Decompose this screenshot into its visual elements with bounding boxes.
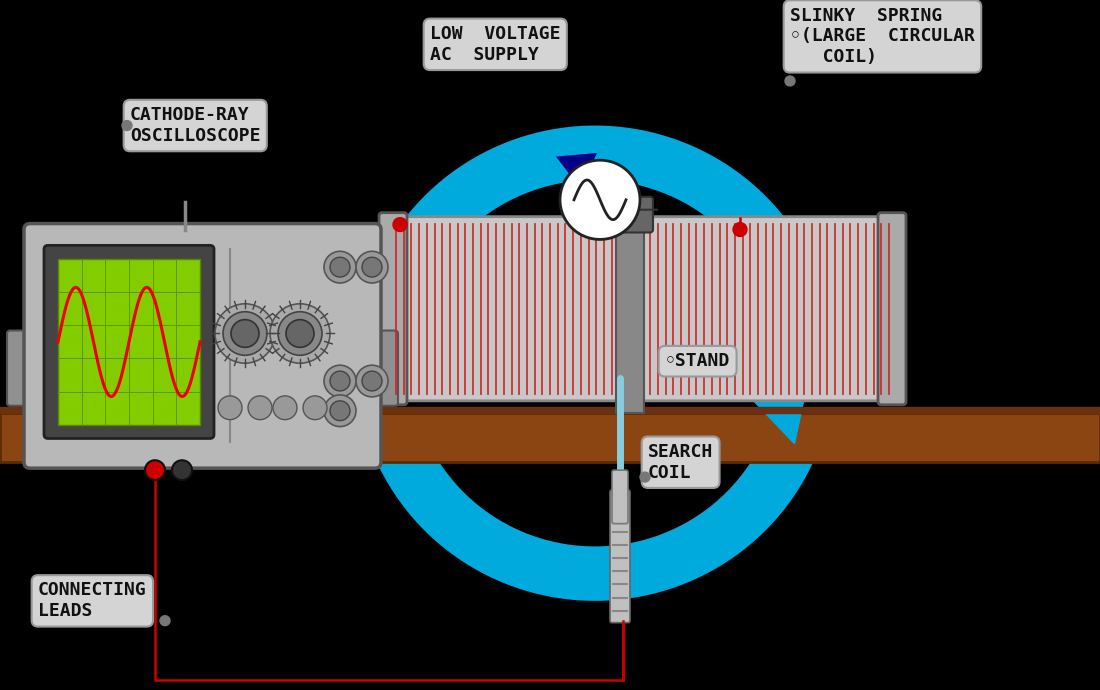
Circle shape xyxy=(324,365,356,397)
FancyBboxPatch shape xyxy=(610,490,630,622)
Polygon shape xyxy=(554,152,598,188)
Circle shape xyxy=(324,395,356,426)
Circle shape xyxy=(560,160,640,239)
Circle shape xyxy=(286,319,313,347)
Circle shape xyxy=(362,257,382,277)
Circle shape xyxy=(214,304,275,363)
Circle shape xyxy=(248,396,272,420)
Polygon shape xyxy=(356,126,821,347)
FancyBboxPatch shape xyxy=(24,224,381,469)
Circle shape xyxy=(218,396,242,420)
FancyBboxPatch shape xyxy=(44,246,214,438)
Text: SLINKY  SPRING
◦(LARGE  CIRCULAR
   COIL): SLINKY SPRING ◦(LARGE CIRCULAR COIL) xyxy=(790,7,975,66)
Circle shape xyxy=(330,401,350,421)
FancyBboxPatch shape xyxy=(878,213,906,405)
Text: SEARCH
COIL: SEARCH COIL xyxy=(648,443,713,482)
Text: ◦STAND: ◦STAND xyxy=(666,352,730,371)
Circle shape xyxy=(640,472,650,482)
Circle shape xyxy=(160,615,170,626)
Circle shape xyxy=(231,319,258,347)
Circle shape xyxy=(330,371,350,391)
Circle shape xyxy=(324,251,356,283)
FancyBboxPatch shape xyxy=(7,331,33,406)
FancyBboxPatch shape xyxy=(607,197,653,233)
Polygon shape xyxy=(363,402,829,601)
FancyBboxPatch shape xyxy=(387,217,898,401)
Circle shape xyxy=(362,371,382,391)
Circle shape xyxy=(270,304,330,363)
Circle shape xyxy=(356,251,388,283)
Circle shape xyxy=(223,312,267,355)
Circle shape xyxy=(172,460,192,480)
Circle shape xyxy=(302,396,327,420)
Text: CONNECTING
LEADS: CONNECTING LEADS xyxy=(39,582,146,620)
Circle shape xyxy=(330,257,350,277)
Circle shape xyxy=(273,396,297,420)
FancyBboxPatch shape xyxy=(379,213,407,405)
Circle shape xyxy=(356,365,388,397)
Circle shape xyxy=(785,76,795,86)
Polygon shape xyxy=(329,308,387,382)
FancyBboxPatch shape xyxy=(612,470,628,524)
FancyBboxPatch shape xyxy=(616,215,644,413)
Text: LOW  VOLTAGE
AC  SUPPLY: LOW VOLTAGE AC SUPPLY xyxy=(430,25,561,63)
Circle shape xyxy=(278,312,322,355)
Polygon shape xyxy=(749,370,811,444)
Circle shape xyxy=(145,460,165,480)
Circle shape xyxy=(393,217,407,232)
Circle shape xyxy=(733,223,747,237)
FancyBboxPatch shape xyxy=(58,259,200,424)
FancyBboxPatch shape xyxy=(372,331,398,406)
Circle shape xyxy=(122,121,132,130)
Text: CATHODE-RAY
OSCILLOSCOPE: CATHODE-RAY OSCILLOSCOPE xyxy=(130,106,261,145)
FancyBboxPatch shape xyxy=(0,413,1100,462)
